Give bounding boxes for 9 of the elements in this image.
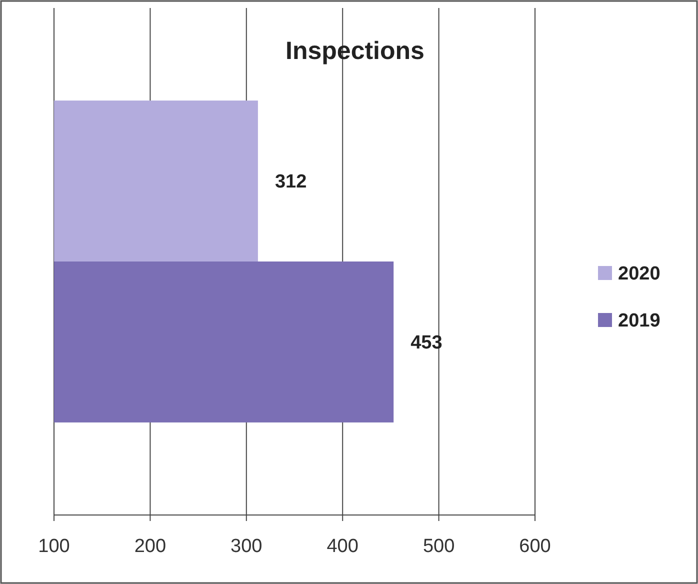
legend-label: 2020 xyxy=(618,264,660,285)
x-tick-label: 200 xyxy=(134,536,166,557)
x-tick-label: 500 xyxy=(422,536,455,557)
legend-label: 2019 xyxy=(618,310,660,332)
x-tick-label: 600 xyxy=(519,536,551,557)
x-tick-label: 300 xyxy=(230,536,262,557)
data-label: 312 xyxy=(274,172,307,193)
x-tick-label: 400 xyxy=(326,536,358,557)
x-tick-label: 100 xyxy=(38,536,70,557)
